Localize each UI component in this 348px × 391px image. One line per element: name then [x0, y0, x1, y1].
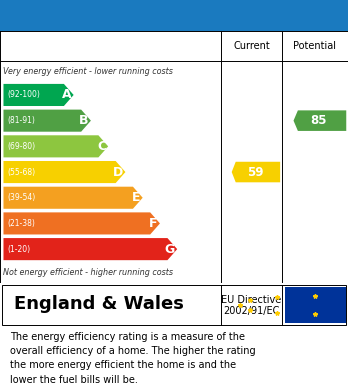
Text: Potential: Potential — [293, 41, 337, 51]
Text: (39-54): (39-54) — [8, 193, 36, 202]
Text: E: E — [132, 191, 141, 204]
Polygon shape — [3, 109, 91, 132]
Polygon shape — [3, 212, 160, 235]
Text: B: B — [79, 114, 89, 127]
Polygon shape — [3, 161, 125, 183]
Text: (81-91): (81-91) — [8, 116, 35, 125]
Text: (55-68): (55-68) — [8, 167, 36, 177]
Polygon shape — [3, 135, 108, 158]
Text: Not energy efficient - higher running costs: Not energy efficient - higher running co… — [3, 268, 174, 277]
Text: (69-80): (69-80) — [8, 142, 36, 151]
Text: C: C — [97, 140, 106, 153]
Polygon shape — [3, 84, 74, 106]
Text: (21-38): (21-38) — [8, 219, 35, 228]
Polygon shape — [3, 187, 143, 209]
Text: Energy Efficiency Rating: Energy Efficiency Rating — [7, 8, 217, 23]
Text: G: G — [165, 243, 175, 256]
Text: (92-100): (92-100) — [8, 90, 40, 99]
Text: 2002/91/EC: 2002/91/EC — [223, 307, 279, 316]
Bar — [285, 287, 346, 323]
Polygon shape — [232, 162, 280, 182]
Text: Very energy efficient - lower running costs: Very energy efficient - lower running co… — [3, 67, 173, 76]
Text: (1-20): (1-20) — [8, 245, 31, 254]
Text: Current: Current — [233, 41, 270, 51]
Polygon shape — [293, 110, 346, 131]
Text: A: A — [62, 88, 72, 101]
Text: The energy efficiency rating is a measure of the
overall efficiency of a home. T: The energy efficiency rating is a measur… — [10, 332, 256, 385]
Text: F: F — [149, 217, 158, 230]
Polygon shape — [3, 238, 177, 260]
Text: 85: 85 — [310, 114, 327, 127]
Text: 59: 59 — [247, 165, 263, 179]
Text: EU Directive: EU Directive — [221, 295, 282, 305]
Text: England & Wales: England & Wales — [14, 295, 184, 313]
Text: D: D — [113, 165, 123, 179]
